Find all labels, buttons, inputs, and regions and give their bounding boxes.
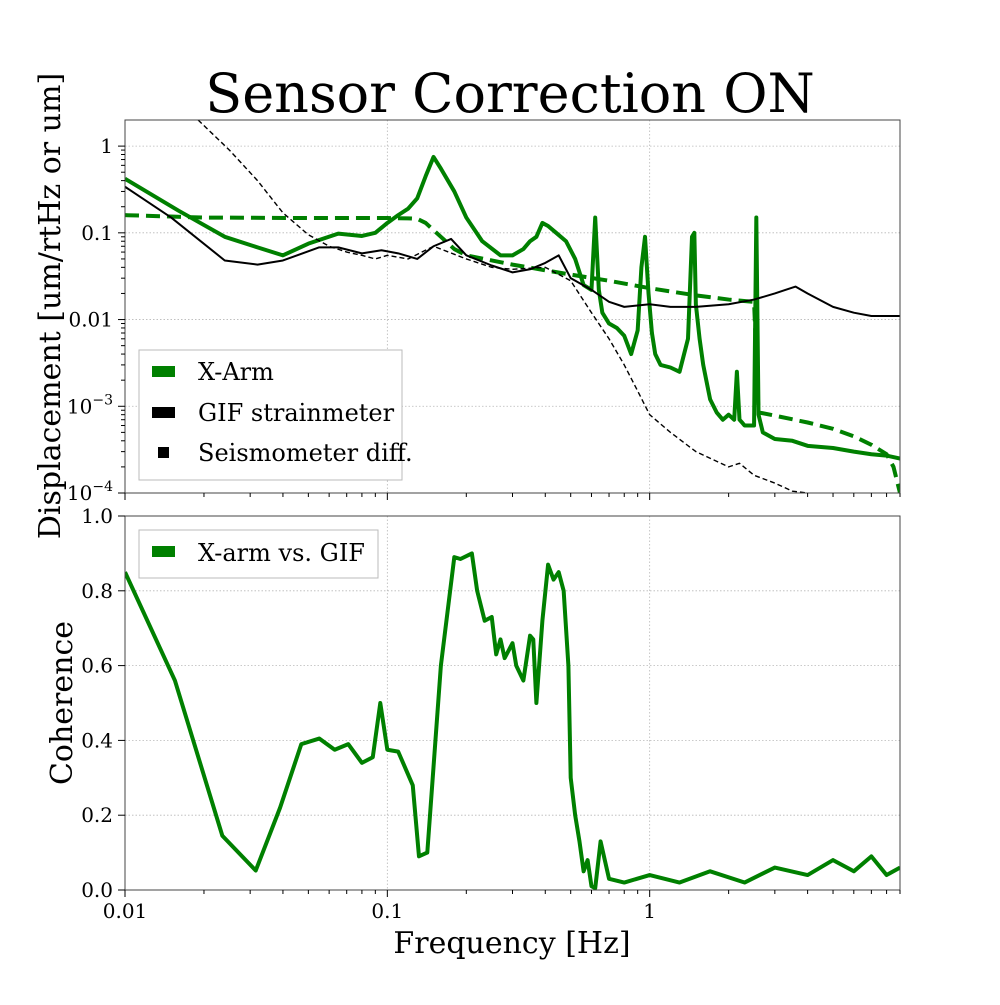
legend-label-x-arm-vs-gif: X-arm vs. GIF	[198, 539, 365, 567]
legend-swatch-seismometer-diff	[158, 447, 169, 458]
legend-label-seismometer-diff: Seismometer diff.	[198, 439, 413, 467]
series-line-1	[125, 213, 900, 493]
chart-title: Sensor Correction ON	[205, 62, 815, 125]
legend-swatch-gif-strainmeter	[152, 407, 175, 418]
y-tick-label: 0.6	[81, 654, 113, 678]
y-tick-label: 0.2	[81, 803, 113, 827]
x-axis-label: Frequency [Hz]	[393, 926, 630, 961]
bottom-y-ticks: 0.0 0.2 0.4 0.6 0.8 1.0	[81, 504, 125, 902]
y-tick-label: 10−4	[67, 479, 113, 505]
top-y-axis-label: Displacement [um/rtHz or um]	[33, 73, 68, 539]
top-series-group	[125, 120, 900, 493]
y-tick-label: 0.1	[81, 221, 113, 245]
series-line-3	[197, 120, 808, 493]
y-tick-label: 0.0	[81, 878, 113, 902]
bottom-x-ticks: 0.01 0.1 1	[103, 890, 901, 923]
top-legend: X-Arm GIF strainmeter Seismometer diff.	[138, 349, 413, 481]
series-line-2	[125, 185, 900, 317]
legend-swatch-x-arm-vs-gif	[152, 546, 175, 557]
legend-swatch-x-arm	[152, 366, 175, 377]
top-legend-box	[138, 349, 403, 481]
y-tick-label: 0.4	[81, 728, 113, 752]
coherence-panel: 0.0 0.2 0.4 0.6 0.8 1.0 0.01 0.1 1 Coherence Fr…	[45, 504, 901, 961]
y-tick-label: 1.0	[81, 504, 113, 528]
x-tick-label: 1	[643, 899, 656, 923]
y-tick-label: 0.01	[68, 308, 113, 332]
bottom-y-axis-label: Coherence	[45, 621, 80, 785]
x-tick-label: 0.1	[371, 899, 403, 923]
bottom-series-group	[125, 551, 900, 890]
bottom-legend: X-arm vs. GIF	[138, 529, 379, 579]
legend-label-x-arm: X-Arm	[198, 358, 274, 386]
bottom-legend-box	[138, 529, 379, 579]
x-tick-label: 0.01	[103, 899, 148, 923]
y-tick-label: 0.8	[81, 579, 113, 603]
top-x-ticks	[124, 493, 901, 500]
series-line-0	[125, 551, 900, 890]
y-tick-label: 1	[100, 134, 113, 158]
legend-label-gif-strainmeter: GIF strainmeter	[198, 399, 395, 427]
series-line-0	[125, 154, 900, 461]
